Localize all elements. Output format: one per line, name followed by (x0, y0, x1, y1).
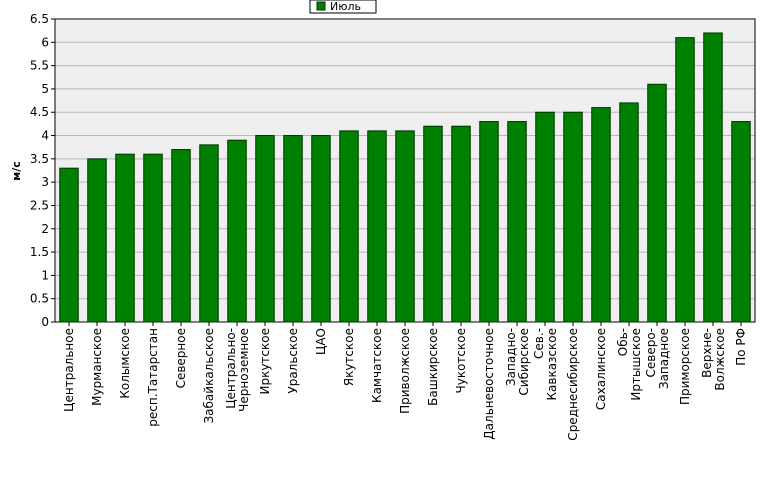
x-tick-label: Сев.-Кавказское (532, 328, 559, 401)
bar (395, 130, 415, 323)
bar (619, 102, 639, 323)
bar (647, 83, 667, 323)
y-tick-label: 5 (41, 82, 49, 96)
bar (367, 130, 387, 323)
x-tick-label: Уральское (286, 328, 300, 394)
bar (199, 144, 219, 323)
bar (339, 130, 359, 323)
x-tick-label: Западно-Сибирское (504, 328, 531, 396)
x-tick-label: Чукотское (454, 328, 468, 393)
y-tick-label: 3 (41, 175, 49, 189)
bar (87, 158, 107, 323)
y-tick-label: 4 (41, 129, 49, 143)
x-tick-label: Приволжское (398, 328, 412, 414)
bar (143, 153, 163, 323)
legend-label: Июль (330, 0, 361, 13)
bar (423, 125, 443, 323)
x-tick-label: Обь-Иртышское (616, 328, 643, 401)
legend-swatch (316, 1, 326, 11)
x-tick-label: Башкирское (426, 328, 440, 406)
x-tick-label: Камчатское (370, 328, 384, 403)
x-tick-label: Верхне-Волжское (700, 328, 727, 391)
y-axis-label: м/с (10, 161, 23, 181)
x-tick-label: респ.Татарстан (146, 328, 160, 427)
bar (311, 135, 331, 323)
x-tick-label: Северное (174, 328, 188, 388)
x-tick-label: Сахалинское (594, 328, 608, 410)
x-tick-label: Колымское (118, 328, 132, 399)
x-tick-label: Забайкальское (202, 328, 216, 424)
bar (227, 139, 247, 323)
bar (731, 121, 751, 323)
y-tick-label: 0 (41, 315, 49, 329)
x-tick-label: Дальневосточное (482, 328, 496, 440)
y-tick-label: 2 (41, 222, 49, 236)
bar (451, 125, 471, 323)
legend-box (309, 0, 377, 14)
bar (171, 149, 191, 323)
x-tick-label: Центрально-Черноземное (224, 328, 251, 412)
legend: Июль (309, 0, 377, 14)
x-tick-label: Приморское (678, 328, 692, 405)
bar (59, 167, 79, 323)
bar (591, 107, 611, 323)
y-tick-label: 1 (41, 268, 49, 282)
plot-area: 0 0.5 1 1.5 2 2.5 3 3.5 4 4.5 5 5.5 6 6.5 Центральное М… (30, 12, 756, 441)
x-tick-label: По РФ (734, 328, 748, 366)
y-tick-label: 6.5 (30, 12, 49, 26)
bar (283, 135, 303, 323)
y-tick-label: 5.5 (30, 59, 49, 73)
y-tick-label: 2.5 (30, 198, 49, 212)
x-tick-label: Центральное (62, 328, 76, 412)
bar (255, 135, 275, 323)
x-tick-label: Мурманское (90, 328, 104, 406)
x-tick-label: Северо-Западное (644, 328, 671, 389)
bar (507, 121, 527, 323)
x-tick-label: ЦАО (314, 328, 328, 355)
bar (675, 37, 695, 323)
x-tick-label: Среднесибирское (566, 328, 580, 441)
y-tick-label: 0.5 (30, 292, 49, 306)
x-tick-label: Иркутское (258, 328, 272, 395)
x-tick-label: Якутское (342, 328, 356, 386)
y-tick-label: 6 (41, 35, 49, 49)
bar (563, 111, 583, 323)
bar (115, 153, 135, 323)
bar (535, 111, 555, 323)
y-tick-label: 3.5 (30, 152, 49, 166)
bar (703, 32, 723, 323)
bar (479, 121, 499, 323)
y-tick-label: 1.5 (30, 245, 49, 259)
y-tick-label: 4.5 (30, 105, 49, 119)
